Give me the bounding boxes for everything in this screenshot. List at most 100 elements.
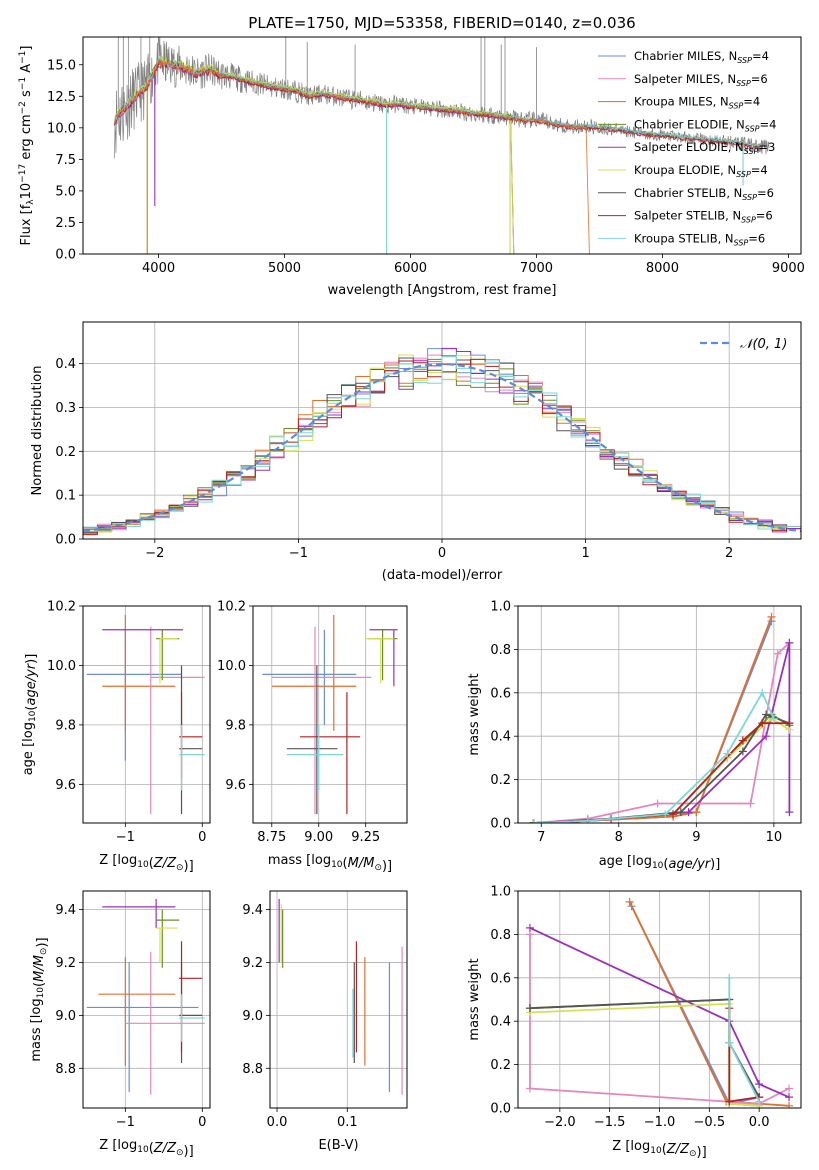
model-spectrum-line [114,57,763,148]
weight-vs-metallicity-panel: −2.0 −1.5 −1.0 −0.5 0.0 0.0 0.2 0.4 0.6 0.8 1.0 Z [… [467,885,802,1160]
weight-series [525,995,764,1108]
plot-area [83,347,801,536]
x-axis-label: (data-model)/error [382,568,503,583]
y-tick-label: 12.5 [47,90,76,105]
x-tick-label: −1 [289,546,308,561]
legend-label: Chabrier ELODIE, NSSP=4 [634,117,776,133]
grid-lines [270,891,407,1108]
weight-marker [767,612,776,621]
axes-frame [252,605,408,824]
errorbar-point [286,724,344,791]
y-axis-label: mass weight [467,673,482,755]
y-tick-label: 7.5 [55,153,76,168]
axes-frame [517,890,802,1109]
errorbar-point [179,962,203,1064]
y-tick-label: 0.0 [55,248,76,263]
y-tick-label: 8.8 [55,1062,76,1077]
x-tick-label: 8000 [646,261,679,276]
weight-marker [725,973,734,982]
weight-marker [684,808,693,817]
x-tick-label: 7000 [520,261,553,276]
y-tick-label: 9.2 [242,956,263,971]
weight-marker [755,1080,764,1089]
legend-label: 𝒩(0, 1) [740,337,787,352]
legend: 𝒩(0, 1) [700,337,787,352]
weight-marker [525,1004,534,1013]
grid-lines [83,891,210,1108]
errorbar-point [299,692,361,815]
plot-area [525,897,794,1108]
weight-marker [692,808,701,817]
y-tick-label: 0.2 [55,445,76,460]
x-tick-label: 9 [692,830,700,845]
x-tick-label: −1.5 [594,1115,626,1130]
y-axis-label: Flux [fλ10−17 erg cm−2 s−1 A−1] [18,46,36,246]
y-tick-label: 9.6 [225,778,246,793]
x-tick-label: 0 [198,1115,206,1130]
y-tick-label: 15.0 [47,58,76,73]
errorbar-point [156,927,178,963]
weight-marker [755,1097,764,1106]
model-spectrum-line [114,59,763,150]
plot-area [529,612,794,823]
x-tick-label: 0.0 [267,1115,288,1130]
y-tick-label: 0.4 [490,730,511,745]
weight-line [533,616,773,823]
weight-marker [723,749,732,758]
age-vs-metallicity-panel: −1 0 9.6 9.8 10.0 10.2 Z [log10(Z/Z⊙)] age [log… [21,600,211,874]
model-spectrum-line [114,62,515,254]
y-tick-label: 10.2 [47,600,76,615]
axes-frame [82,36,802,255]
weight-line [533,642,791,823]
y-tick-label: 10.0 [47,121,76,136]
plot-area [114,37,770,254]
axes-frame [82,605,211,824]
errorbar-point [271,626,372,815]
y-tick-label: 9.0 [55,1009,76,1024]
weight-vs-age-panel: 7 8 9 10 0.0 0.2 0.4 0.6 0.8 1.0 age [log10(age/yr… [467,600,802,872]
y-tick-label: 9.2 [55,956,76,971]
x-tick-label: 9.25 [351,830,380,845]
grid-lines [518,890,801,1109]
weight-marker [785,638,794,647]
mass-vs-ebv-panel: 0.0 0.1 8.8 9.0 9.2 9.4 E(B-V) [242,890,408,1153]
y-tick-label: 0.0 [55,533,76,548]
weight-marker [758,719,767,728]
grid-lines [83,605,210,823]
y-axis-label: Normed distribution [30,366,45,496]
weight-marker [525,923,534,932]
x-tick-label: 5000 [268,261,301,276]
y-tick-label: 9.0 [242,1009,263,1024]
y-tick-label: 0.4 [490,1015,511,1030]
errorbar-point [179,994,205,1042]
legend-label: Chabrier STELIB, NSSP=6 [634,186,774,202]
errorbar-point [286,665,338,815]
weight-line [728,977,760,1102]
chart-title: PLATE=1750, MJD=53358, FIBERID=0140, z=0… [248,14,635,32]
legend: Chabrier MILES, NSSP=4 Salpeter MILES, NS… [598,49,776,247]
weight-marker [653,799,662,808]
x-tick-label: 10 [766,830,783,845]
model-spectrum-line [114,58,590,254]
errorbar-point [159,638,178,684]
x-tick-label: 0 [438,546,446,561]
weight-marker [525,1084,534,1093]
axes-frame [82,890,211,1109]
y-tick-label: 5.0 [55,184,76,199]
x-axis-label: E(B-V) [318,1138,358,1153]
x-axis-label: wavelength [Angstrom, rest frame] [328,283,557,298]
x-tick-label: 8.75 [257,830,286,845]
residual-histogram-panel: −2 −1 0 1 2 0.0 0.1 0.2 0.3 0.4 (data-model)/error… [30,321,802,583]
errorbar-point [179,665,203,815]
errorbar-point [179,692,203,779]
histogram-series [83,356,801,532]
weight-marker [785,808,794,817]
ticks: 4000 5000 6000 7000 8000 9000 0.0 2.5 5.0 7.5 10.0… [47,58,805,276]
plot-area [86,898,205,1095]
x-tick-label: 4000 [142,261,175,276]
errorbar-point [367,629,398,681]
legend-label: Salpeter STELIB, NSSP=6 [634,209,773,225]
y-tick-label: 0.0 [490,817,511,832]
y-tick-label: 9.4 [242,903,263,918]
